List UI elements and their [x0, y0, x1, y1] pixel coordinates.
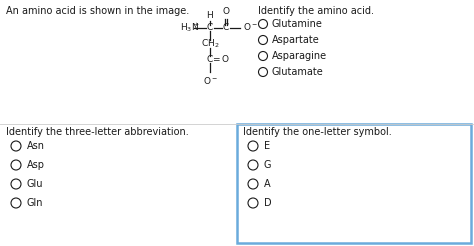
Text: G: G [264, 160, 272, 170]
Text: Glutamine: Glutamine [272, 19, 323, 29]
Text: Gln: Gln [27, 198, 44, 208]
Text: =: = [212, 56, 220, 64]
Text: E: E [264, 141, 270, 151]
Text: H: H [207, 11, 213, 20]
Text: Asp: Asp [27, 160, 45, 170]
Text: O: O [222, 56, 229, 64]
Text: Aspartate: Aspartate [272, 35, 320, 45]
Text: Asparagine: Asparagine [272, 51, 327, 61]
Text: Glutamate: Glutamate [272, 67, 324, 77]
Text: $\mathsf{H_3N}$: $\mathsf{H_3N}$ [180, 22, 199, 34]
Text: Identify the one-letter symbol.: Identify the one-letter symbol. [243, 127, 392, 137]
Text: C: C [207, 56, 213, 64]
Text: O$^-$: O$^-$ [243, 20, 258, 31]
Text: D: D [264, 198, 272, 208]
Text: O: O [222, 7, 229, 16]
Text: An amino acid is shown in the image.: An amino acid is shown in the image. [6, 6, 189, 16]
Bar [237, 124, 471, 243]
Text: C: C [223, 24, 229, 32]
Text: +: + [193, 21, 198, 27]
Text: Glu: Glu [27, 179, 44, 189]
Text: C: C [207, 24, 213, 32]
Text: Identify the amino acid.: Identify the amino acid. [258, 6, 374, 16]
Text: Asn: Asn [27, 141, 45, 151]
Text: A: A [264, 179, 271, 189]
Text: O$^-$: O$^-$ [203, 75, 219, 86]
Text: Identify the three-letter abbreviation.: Identify the three-letter abbreviation. [6, 127, 189, 137]
Text: $\mathsf{CH_2}$: $\mathsf{CH_2}$ [201, 38, 219, 50]
